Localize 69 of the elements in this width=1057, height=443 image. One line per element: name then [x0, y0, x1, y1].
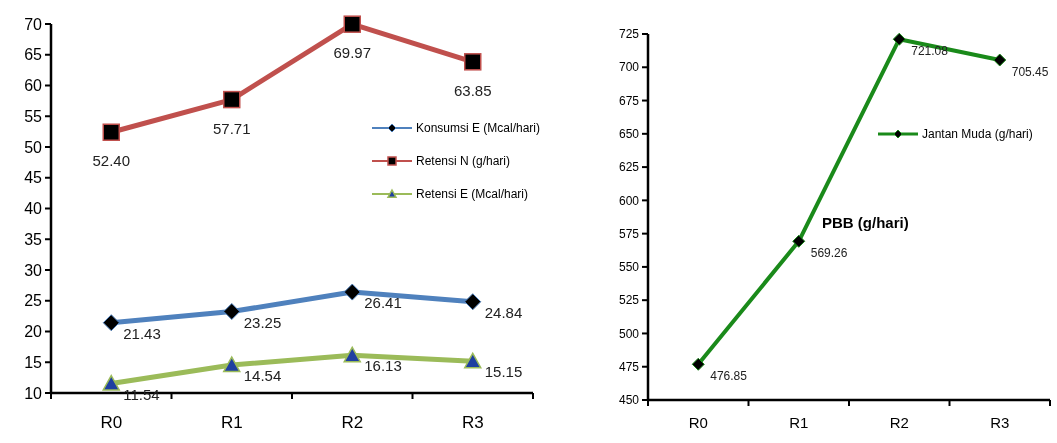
x-tick-label: R0	[688, 414, 708, 431]
point	[691, 357, 705, 371]
point	[892, 32, 906, 46]
y-tick-label: 550	[618, 260, 640, 275]
point	[343, 15, 361, 33]
y-tick-label: 60	[24, 77, 43, 95]
point	[464, 352, 482, 369]
data-label: 24.84	[484, 303, 523, 321]
point	[343, 283, 361, 301]
y-tick-label: 50	[24, 138, 43, 156]
x-tick-label: R1	[789, 414, 809, 431]
y-tick-label: 650	[618, 127, 640, 142]
y-tick-label: 575	[618, 226, 640, 241]
y-tick-label: 700	[618, 60, 640, 75]
data-label: 16.13	[364, 357, 402, 375]
point	[223, 90, 241, 109]
legend-label: Retensi N (g/hari)	[416, 154, 511, 169]
y-tick-label: 45	[24, 169, 43, 187]
x-tick-label: R2	[341, 413, 364, 432]
x-tick-label: R2	[889, 414, 909, 431]
y-tick-label: 675	[618, 93, 640, 108]
data-label: 23.25	[243, 313, 282, 331]
y-tick-label: 625	[618, 160, 640, 175]
x-tick-label: R1	[220, 413, 243, 432]
data-label: 15.15	[484, 363, 523, 381]
y-tick-label: 20	[24, 323, 43, 341]
y-tick-label: 15	[24, 353, 43, 371]
data-label: 705.45	[1011, 65, 1049, 80]
y-tick-label: 10	[24, 384, 43, 402]
y-tick-label: 475	[618, 359, 640, 374]
point	[102, 123, 120, 141]
y-tick-label: 70	[24, 15, 43, 33]
y-tick-label: 55	[24, 107, 43, 125]
data-label: 721.08	[911, 44, 949, 59]
point	[464, 293, 482, 311]
legend-label: Jantan Muda (g/hari)	[922, 127, 1033, 142]
point	[102, 314, 120, 332]
data-label: 57.71	[212, 119, 251, 137]
x-tick-label: R0	[100, 413, 123, 432]
point	[223, 356, 241, 373]
y-tick-label: 450	[618, 393, 640, 408]
x-tick-label: R3	[990, 414, 1010, 431]
y-tick-label: 30	[24, 261, 43, 279]
data-label: 69.97	[333, 44, 372, 62]
y-tick-label: 35	[24, 230, 43, 248]
y-tick-label: 600	[618, 193, 640, 208]
y-tick-label: 65	[24, 46, 43, 64]
point	[102, 374, 120, 391]
legend-label: Konsumsi E (Mcal/hari)	[416, 121, 541, 136]
data-label: 14.54	[243, 367, 282, 385]
y-tick-label: 40	[24, 200, 43, 218]
point	[223, 303, 241, 321]
legend-label: Retensi E (Mcal/hari)	[416, 187, 529, 202]
y-tick-label: 500	[618, 326, 640, 341]
y-tick-label: 725	[618, 27, 640, 42]
point	[464, 53, 482, 71]
point	[993, 53, 1007, 67]
data-label: 569.26	[810, 246, 848, 261]
text: PBB (g/hari)	[822, 214, 909, 231]
data-label: 476.85	[710, 369, 748, 384]
data-label: 63.85	[453, 81, 492, 99]
data-label: 26.41	[364, 294, 402, 312]
x-tick-label: R3	[461, 413, 484, 432]
y-tick-label: 525	[618, 293, 640, 308]
point	[343, 346, 361, 363]
point	[792, 234, 806, 248]
y-tick-label: 25	[24, 292, 43, 310]
data-label: 52.40	[92, 152, 131, 170]
data-label: 21.43	[123, 324, 161, 342]
